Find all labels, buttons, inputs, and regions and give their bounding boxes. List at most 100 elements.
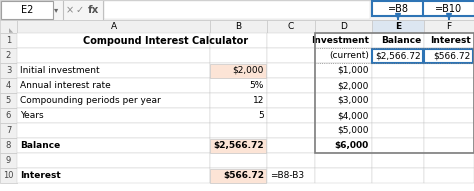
Bar xyxy=(373,49,423,62)
Bar xyxy=(424,20,474,33)
Text: Interest: Interest xyxy=(20,171,61,180)
Bar xyxy=(0,108,17,123)
Text: 5: 5 xyxy=(6,96,11,105)
Bar xyxy=(424,78,474,93)
Bar xyxy=(315,33,372,48)
Text: $5,000: $5,000 xyxy=(337,126,369,135)
Text: 4: 4 xyxy=(6,81,11,90)
Text: =B10: =B10 xyxy=(436,3,463,14)
Text: Initial investment: Initial investment xyxy=(20,66,100,75)
Text: $566.72: $566.72 xyxy=(434,51,471,60)
Bar xyxy=(424,123,474,138)
Text: 1: 1 xyxy=(6,36,11,45)
Bar xyxy=(372,153,424,168)
Bar xyxy=(424,48,474,63)
Bar xyxy=(0,78,17,93)
Bar xyxy=(315,78,372,93)
Text: $2,000: $2,000 xyxy=(233,66,264,75)
Bar xyxy=(372,168,424,183)
Bar xyxy=(315,63,372,78)
Bar xyxy=(372,93,424,108)
Text: F: F xyxy=(447,22,452,31)
Bar xyxy=(210,63,266,78)
Bar xyxy=(267,20,315,33)
Bar xyxy=(315,168,372,183)
Bar xyxy=(315,33,474,153)
Text: 10: 10 xyxy=(3,171,14,180)
Bar xyxy=(315,138,372,153)
Bar xyxy=(17,93,210,108)
Bar xyxy=(210,138,266,152)
Text: 6: 6 xyxy=(6,111,11,120)
Bar xyxy=(17,20,210,33)
Text: Balance: Balance xyxy=(20,141,60,150)
Bar xyxy=(267,63,315,78)
Text: =B8-B3: =B8-B3 xyxy=(270,171,304,180)
Text: C: C xyxy=(288,22,294,31)
Text: E: E xyxy=(395,22,401,31)
Text: 5%: 5% xyxy=(250,81,264,90)
Bar xyxy=(267,123,315,138)
Bar xyxy=(372,20,424,33)
Bar xyxy=(424,138,474,153)
Bar xyxy=(0,48,17,63)
Text: $1,000: $1,000 xyxy=(337,66,369,75)
Text: 5: 5 xyxy=(258,111,264,120)
Bar xyxy=(210,48,267,63)
Text: ▾: ▾ xyxy=(54,6,58,15)
Bar xyxy=(17,48,210,63)
Bar xyxy=(210,63,267,78)
Text: A: A xyxy=(110,22,117,31)
Text: $2,000: $2,000 xyxy=(337,81,369,90)
Bar xyxy=(104,1,370,19)
Text: $2,566.72: $2,566.72 xyxy=(375,51,421,60)
Text: Annual interest rate: Annual interest rate xyxy=(20,81,111,90)
Bar xyxy=(372,138,424,153)
Bar xyxy=(0,63,17,78)
Bar xyxy=(372,63,424,78)
Bar xyxy=(372,108,424,123)
Text: Compound Interest Calculator: Compound Interest Calculator xyxy=(83,36,248,45)
Text: $566.72: $566.72 xyxy=(223,171,264,180)
Bar xyxy=(267,138,315,153)
Bar xyxy=(372,1,424,16)
Bar xyxy=(210,93,267,108)
Bar xyxy=(267,168,315,183)
Text: B: B xyxy=(236,22,242,31)
Bar xyxy=(424,108,474,123)
Bar xyxy=(267,78,315,93)
Text: 9: 9 xyxy=(6,156,11,165)
Text: 7: 7 xyxy=(6,126,11,135)
Bar xyxy=(0,123,17,138)
Bar xyxy=(315,123,372,138)
Text: 2: 2 xyxy=(6,51,11,60)
Text: (current): (current) xyxy=(329,51,369,60)
Text: Balance: Balance xyxy=(381,36,421,45)
Bar xyxy=(424,63,474,78)
Bar xyxy=(210,138,267,153)
Bar xyxy=(17,33,210,48)
Text: 8: 8 xyxy=(6,141,11,150)
Bar xyxy=(267,33,315,48)
Bar xyxy=(17,123,210,138)
Bar xyxy=(17,138,210,153)
Text: D: D xyxy=(340,22,347,31)
Bar xyxy=(210,108,267,123)
Bar xyxy=(267,93,315,108)
Text: ×: × xyxy=(66,5,74,15)
Text: ◣: ◣ xyxy=(9,28,13,33)
Bar xyxy=(423,1,474,16)
Bar xyxy=(267,48,315,63)
Bar xyxy=(315,20,372,33)
Bar xyxy=(17,78,210,93)
Bar xyxy=(424,153,474,168)
Bar xyxy=(210,78,267,93)
Bar xyxy=(315,93,372,108)
Text: 3: 3 xyxy=(6,66,11,75)
Text: $4,000: $4,000 xyxy=(337,111,369,120)
Bar xyxy=(372,123,424,138)
Bar xyxy=(210,123,267,138)
Bar xyxy=(210,33,267,48)
Bar xyxy=(0,168,17,183)
Bar xyxy=(372,48,424,63)
